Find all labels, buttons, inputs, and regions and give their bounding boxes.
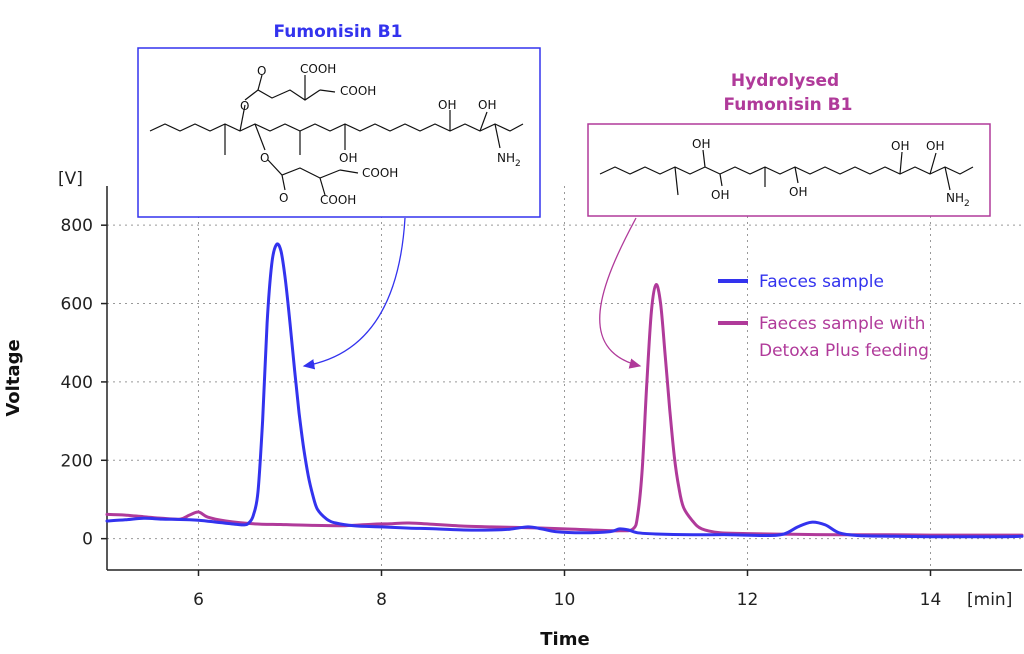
y-ticks: 0 200 400 600 800	[61, 216, 107, 550]
fumonisin-b1-title: Fumonisin B1	[274, 22, 403, 42]
hydrolysed-oh1: OH	[692, 137, 710, 151]
hydrolysed-fumonisin-b1-skeleton	[599, 149, 974, 196]
hydrolysed-fumonisin-b1-title: Hydrolysed Fumonisin B1	[724, 71, 853, 115]
x-tick-label: 10	[554, 590, 576, 610]
hydrolysed-fumonisin-b1-structure-box: Hydrolysed Fumonisin B1 OH OH OH OH OH O…	[587, 71, 991, 217]
legend-label-detoxa: Faeces sample with Detoxa Plus feeding	[759, 314, 931, 361]
hydrolysed-oh3: OH	[789, 185, 807, 199]
series-line-faeces-sample	[105, 242, 1024, 539]
fumonisin-b1-o3: O	[260, 151, 269, 165]
x-ticks: 6 8 10 12 14	[193, 570, 941, 610]
fumonisin-b1-cooh3: COOH	[362, 166, 398, 180]
x-tick-label: 8	[376, 590, 387, 610]
hydrolysed-oh4: OH	[891, 139, 909, 153]
fumonisin-b1-oh2: OH	[438, 98, 456, 112]
fumonisin-b1-o2: O	[257, 64, 266, 78]
y-tick-label: 0	[82, 530, 93, 550]
y-tick-label: 600	[61, 295, 93, 315]
legend-label-detoxa-line1: Faeces sample with	[759, 314, 925, 334]
fumonisin-b1-o4: O	[279, 191, 288, 205]
legend-label-detoxa-line2: Detoxa Plus feeding	[759, 341, 929, 361]
x-tick-label: 6	[193, 590, 204, 610]
series-line-detoxa-plus	[105, 283, 1024, 537]
fumonisin-b1-oh3: OH	[478, 98, 496, 112]
hydrolysed-nh2: NH2	[946, 191, 970, 209]
fumonisin-b1-nh2: NH2	[497, 151, 521, 169]
x-axis-title: Time	[540, 629, 589, 650]
fumonisin-b1-o1: O	[240, 99, 249, 113]
fumonisin-b1-cooh2: COOH	[340, 84, 376, 98]
fumonisin-b1-arrow	[302, 217, 406, 370]
y-tick-label: 400	[61, 373, 93, 393]
fumonisin-b1-frame	[137, 47, 541, 218]
hydrolysed-oh5: OH	[926, 139, 944, 153]
fumonisin-b1-structure-box: Fumonisin B1 O O COOH COOH O O COOH	[137, 22, 541, 218]
legend-label-faeces: Faeces sample	[759, 272, 884, 292]
fumonisin-b1-cooh1: COOH	[300, 62, 336, 76]
hydrolysed-title-line2: Fumonisin B1	[724, 95, 853, 115]
x-tick-label: 12	[737, 590, 759, 610]
x-axis-unit: [min]	[967, 590, 1012, 610]
y-axis-unit: [V]	[58, 169, 83, 189]
x-tick-label: 14	[920, 590, 942, 610]
gridlines	[107, 186, 1022, 570]
fumonisin-b1-skeleton	[149, 74, 524, 196]
hydrolysed-title-line1: Hydrolysed	[731, 71, 839, 91]
hydrolysed-oh2: OH	[711, 188, 729, 202]
hydrolysed-arrow	[599, 217, 642, 369]
legend: Faeces sample Faeces sample with Detoxa …	[718, 272, 931, 361]
fumonisin-b1-cooh4: COOH	[320, 193, 356, 207]
y-tick-label: 200	[61, 451, 93, 471]
annotation-arrows	[302, 217, 642, 370]
y-tick-label: 800	[61, 216, 93, 236]
y-axis-title: Voltage	[3, 339, 24, 416]
fumonisin-b1-oh1: OH	[339, 151, 357, 165]
series-lines	[105, 242, 1024, 539]
